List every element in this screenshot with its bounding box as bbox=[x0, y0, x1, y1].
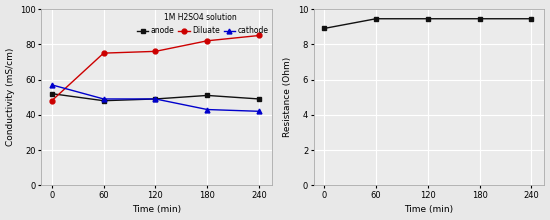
cathode bbox=[256, 110, 262, 113]
anode bbox=[204, 94, 211, 97]
X-axis label: Time (min): Time (min) bbox=[405, 205, 454, 214]
Line: cathode: cathode bbox=[50, 82, 262, 114]
Diluate bbox=[48, 99, 55, 102]
cathode bbox=[100, 98, 107, 100]
Diluate bbox=[204, 39, 211, 42]
anode bbox=[256, 98, 262, 100]
Y-axis label: Conductivity (mS/cm): Conductivity (mS/cm) bbox=[6, 48, 14, 146]
anode bbox=[152, 98, 159, 100]
Line: anode: anode bbox=[50, 91, 262, 103]
cathode bbox=[204, 108, 211, 111]
cathode bbox=[48, 84, 55, 86]
anode bbox=[48, 92, 55, 95]
Y-axis label: Resistance (Ohm): Resistance (Ohm) bbox=[283, 57, 292, 137]
Legend: anode, Diluate, cathode: anode, Diluate, cathode bbox=[135, 11, 271, 38]
anode bbox=[100, 99, 107, 102]
Line: Diluate: Diluate bbox=[50, 33, 262, 103]
Diluate bbox=[100, 52, 107, 54]
X-axis label: Time (min): Time (min) bbox=[132, 205, 182, 214]
Diluate bbox=[152, 50, 159, 53]
cathode bbox=[152, 98, 159, 100]
Diluate bbox=[256, 34, 262, 37]
